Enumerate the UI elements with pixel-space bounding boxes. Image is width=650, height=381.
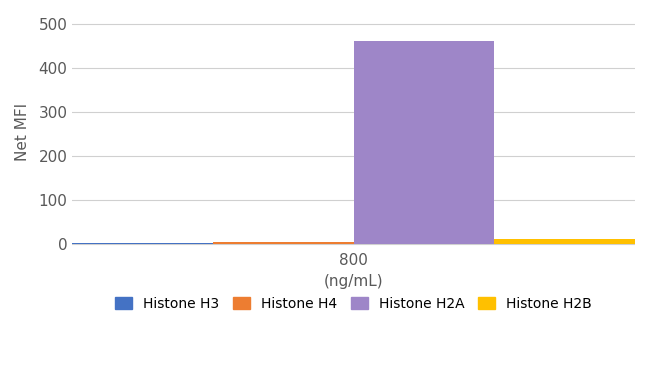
Bar (494, 239, 635, 244)
Bar (213, 242, 354, 244)
X-axis label: (ng/mL): (ng/mL) (324, 274, 384, 289)
Bar (354, 40, 494, 244)
Y-axis label: Net MFI: Net MFI (15, 103, 30, 161)
Bar (72, 243, 213, 244)
Legend: Histone H3, Histone H4, Histone H2A, Histone H2B: Histone H3, Histone H4, Histone H2A, His… (110, 291, 597, 316)
